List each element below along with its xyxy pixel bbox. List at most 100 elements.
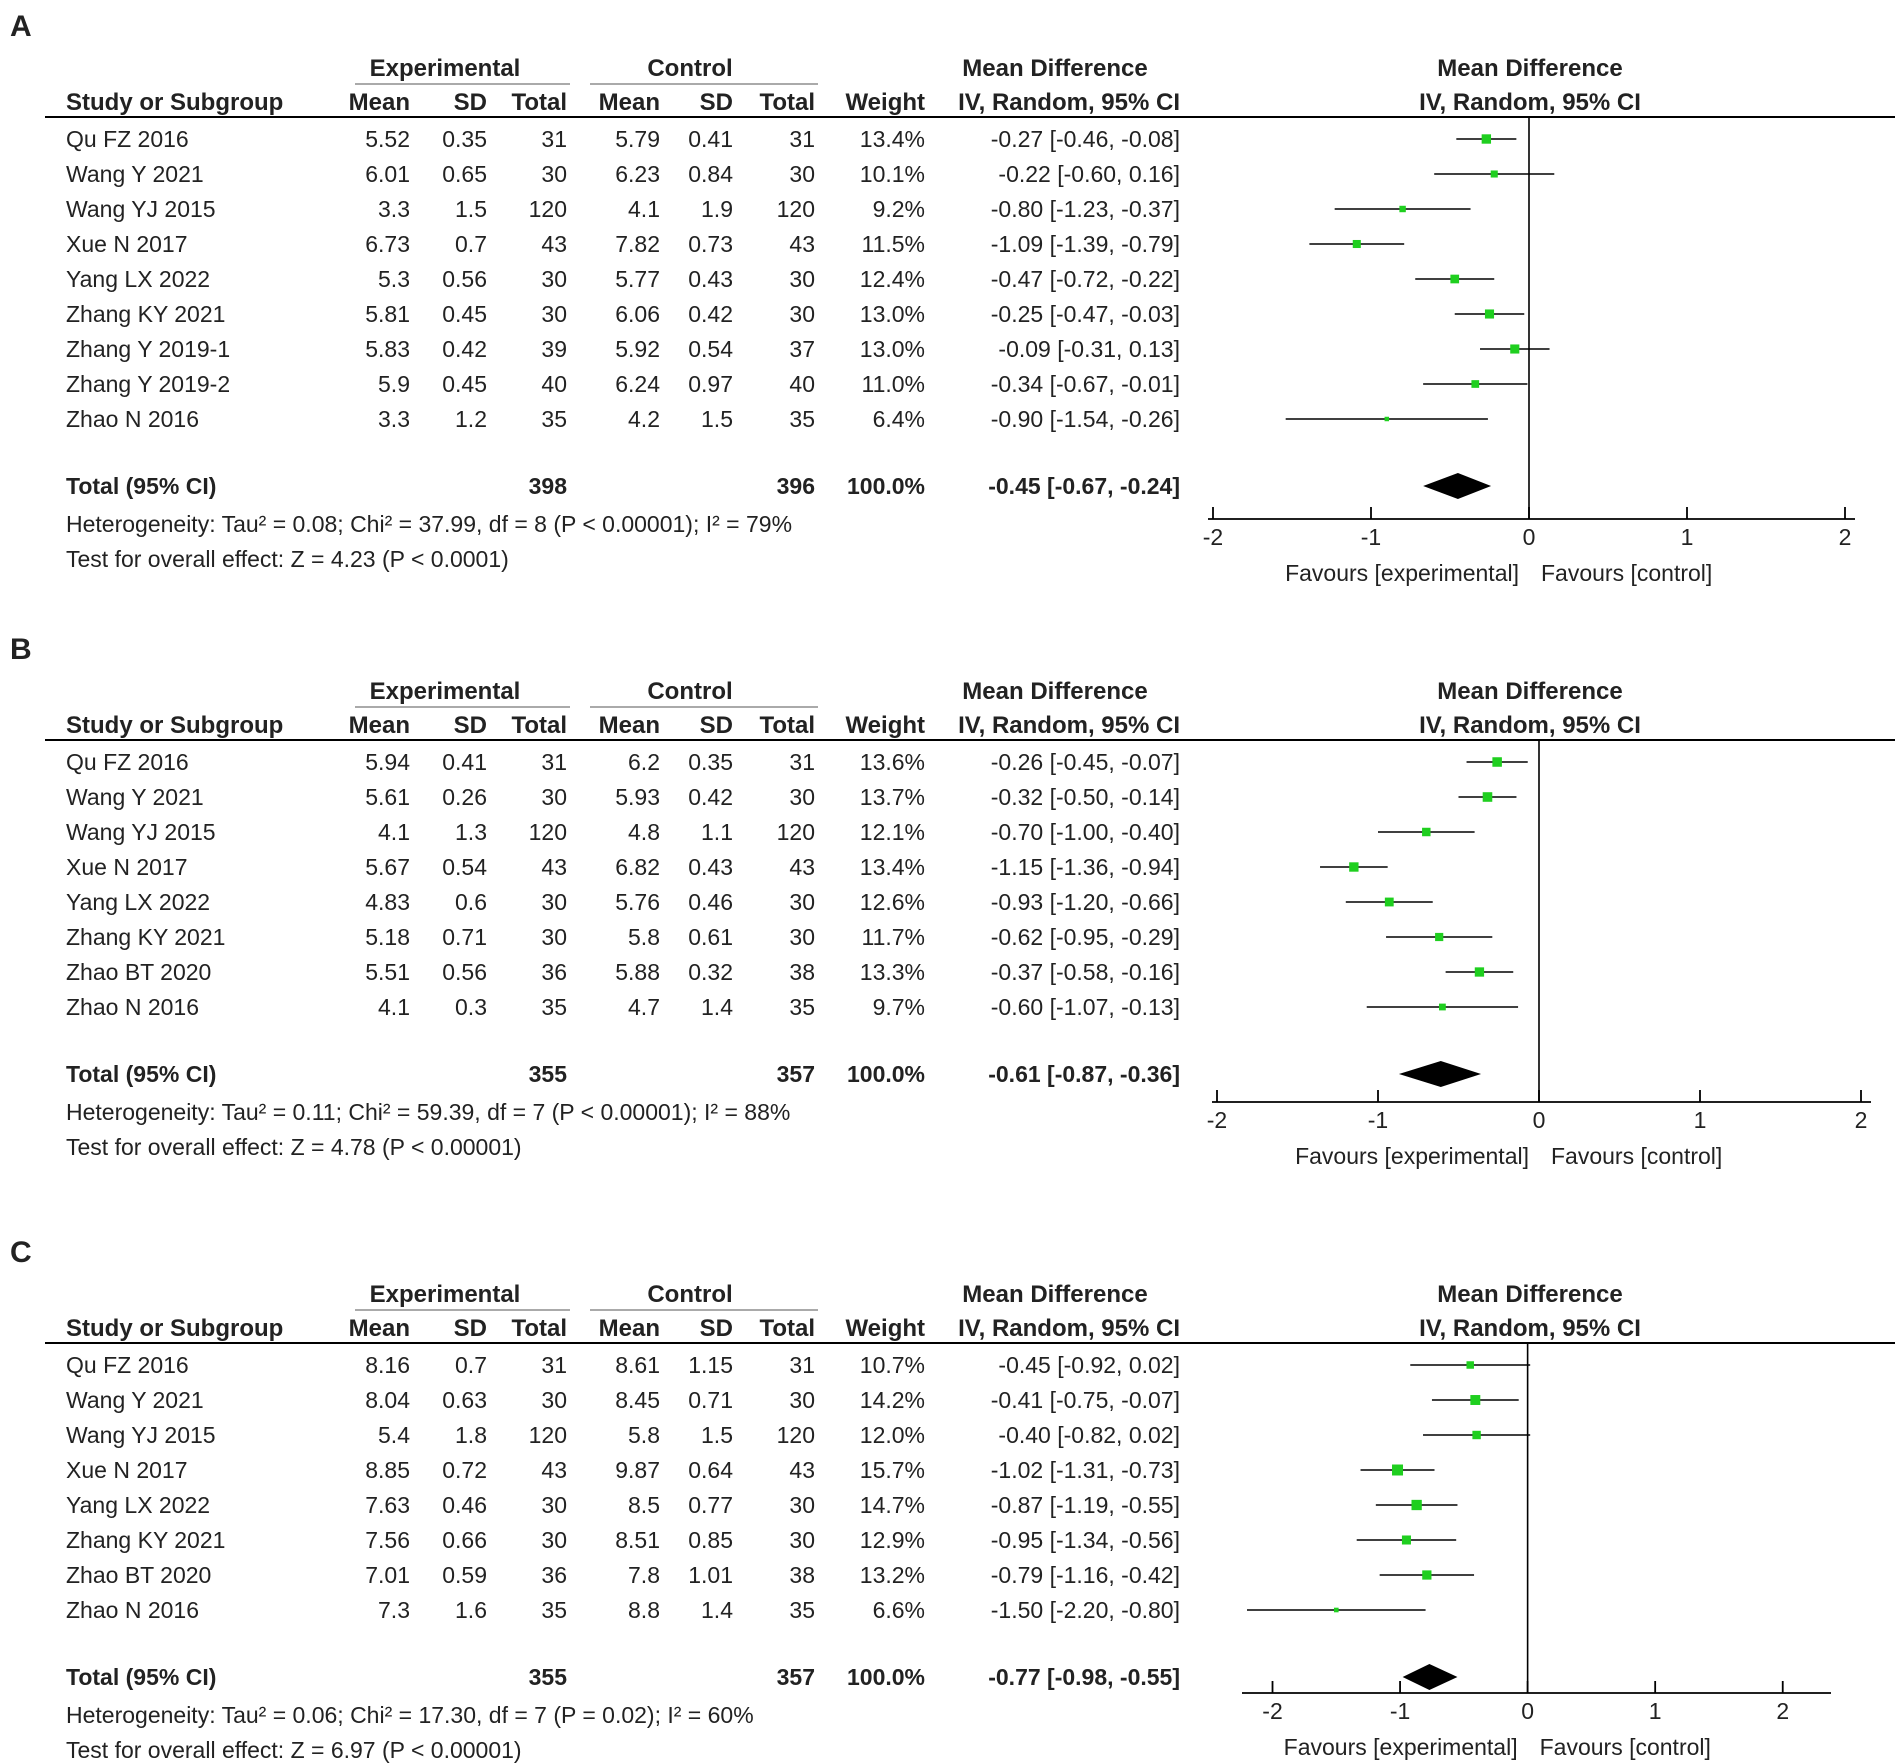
weight: 9.2% (873, 196, 925, 222)
column-header: IV, Random, 95% CI (958, 1315, 1180, 1342)
exp-sd: 0.63 (442, 1387, 487, 1413)
column-header: Mean (599, 1315, 660, 1342)
ctl-total: 37 (789, 336, 815, 362)
exp-total: 30 (541, 924, 567, 950)
total-exp: 398 (529, 473, 568, 499)
ctl-mean: 8.8 (628, 1597, 660, 1623)
x-tick-label: -1 (1390, 1698, 1410, 1724)
exp-mean: 4.1 (378, 994, 410, 1020)
exp-sd: 0.3 (455, 994, 487, 1020)
total-row: Total (95% CI) 355 357 100.0% -0.77 [-0.98, … (66, 1664, 1458, 1690)
ctl-mean: 9.87 (615, 1457, 660, 1483)
ctl-mean: 6.82 (615, 854, 660, 880)
exp-total: 43 (541, 854, 567, 880)
ctl-total: 43 (789, 854, 815, 880)
column-header: Weight (845, 89, 925, 116)
exp-sd: 0.6 (455, 889, 487, 915)
plot-subtitle: IV, Random, 95% CI (1419, 89, 1641, 116)
ctl-total: 30 (789, 1527, 815, 1553)
total-ci: -0.77 [-0.98, -0.55] (988, 1664, 1180, 1690)
ctl-mean: 8.45 (615, 1387, 660, 1413)
table-row: Zhang Y 2019-1 5.83 0.42 39 5.92 0.54 37 13.0% -… (66, 336, 1550, 362)
panel-label: A (10, 10, 32, 43)
column-header: SD (700, 712, 733, 739)
x-tick-label: 2 (1776, 1698, 1789, 1724)
study-name: Zhang Y 2019-2 (66, 371, 230, 397)
column-header: Total (511, 1315, 567, 1342)
exp-mean: 8.16 (365, 1352, 410, 1378)
exp-total: 30 (541, 266, 567, 292)
table-row: Zhang KY 2021 5.18 0.71 30 5.8 0.61 30 11.7% -0.… (66, 924, 1493, 950)
effect-marker (1422, 1570, 1432, 1580)
ctl-total: 38 (789, 1562, 815, 1588)
exp-sd: 1.8 (455, 1422, 487, 1448)
exp-total: 120 (529, 819, 567, 845)
weight: 13.3% (860, 959, 925, 985)
effect-marker (1349, 862, 1359, 872)
column-header: SD (454, 1315, 487, 1342)
column-header: Mean (349, 712, 410, 739)
ctl-mean: 5.77 (615, 266, 660, 292)
ctl-total: 31 (789, 1352, 815, 1378)
column-header: Mean (349, 89, 410, 116)
exp-sd: 1.2 (455, 406, 487, 432)
ctl-mean: 4.8 (628, 819, 660, 845)
study-name: Wang YJ 2015 (66, 196, 216, 222)
ctl-sd: 0.43 (688, 854, 733, 880)
weight: 14.7% (860, 1492, 925, 1518)
table-row: Zhao BT 2020 5.51 0.56 36 5.88 0.32 38 13.3% -0.… (66, 959, 1514, 985)
study-name: Xue N 2017 (66, 854, 187, 880)
ctl-total: 31 (789, 749, 815, 775)
column-header: SD (454, 712, 487, 739)
ci-text: -0.60 [-1.07, -0.13] (991, 994, 1180, 1020)
ctl-sd: 0.97 (688, 371, 733, 397)
x-tick-label: 1 (1694, 1107, 1707, 1133)
ci-text: -1.09 [-1.39, -0.79] (991, 231, 1180, 257)
ctl-mean: 6.24 (615, 371, 660, 397)
pooled-diamond (1402, 1664, 1458, 1690)
column-header: Total (511, 89, 567, 116)
plot-subtitle: IV, Random, 95% CI (1419, 712, 1641, 739)
exp-sd: 1.6 (455, 1597, 487, 1623)
study-name: Wang YJ 2015 (66, 1422, 216, 1448)
ctl-sd: 1.15 (688, 1352, 733, 1378)
ctl-sd: 0.64 (688, 1457, 733, 1483)
table-row: Wang Y 2021 5.61 0.26 30 5.93 0.42 30 13.7% -0.3… (66, 784, 1517, 810)
weight: 13.0% (860, 301, 925, 327)
exp-mean: 5.18 (365, 924, 410, 950)
exp-mean: 3.3 (378, 196, 410, 222)
x-tick-label: -1 (1361, 524, 1381, 550)
ctl-mean: 5.76 (615, 889, 660, 915)
column-header: IV, Random, 95% CI (958, 89, 1180, 116)
ci-text: -0.22 [-0.60, 0.16] (998, 161, 1180, 187)
plot-title: Mean Difference (1437, 678, 1622, 705)
ctl-total: 30 (789, 161, 815, 187)
exp-mean: 7.63 (365, 1492, 410, 1518)
ctl-sd: 1.9 (701, 196, 733, 222)
ctl-total: 35 (789, 994, 815, 1020)
weight: 12.6% (860, 889, 925, 915)
exp-total: 36 (541, 959, 567, 985)
column-header: Total (759, 89, 815, 116)
ctl-total: 38 (789, 959, 815, 985)
weight: 13.0% (860, 336, 925, 362)
exp-sd: 0.46 (442, 1492, 487, 1518)
ctl-sd: 1.5 (701, 406, 733, 432)
effect-marker (1482, 792, 1493, 802)
study-name: Zhao N 2016 (66, 1597, 199, 1623)
heterogeneity-text: Heterogeneity: Tau² = 0.06; Chi² = 17.30… (66, 1702, 754, 1728)
ci-text: -0.47 [-0.72, -0.22] (991, 266, 1180, 292)
ci-text: -0.80 [-1.23, -0.37] (991, 196, 1180, 222)
ctl-mean: 5.88 (615, 959, 660, 985)
ctl-total: 31 (789, 126, 815, 152)
weight: 13.6% (860, 749, 925, 775)
effect-marker (1435, 932, 1444, 942)
study-name: Xue N 2017 (66, 231, 187, 257)
table-row: Zhao N 2016 7.3 1.6 35 8.8 1.4 35 6.6% -1.50 [-2… (66, 1597, 1426, 1623)
table-row: Wang YJ 2015 4.1 1.3 120 4.8 1.1 120 12.1% -0.70… (66, 819, 1475, 845)
x-tick-label: 2 (1855, 1107, 1868, 1133)
x-tick-label: -2 (1203, 524, 1223, 550)
total-exp: 355 (529, 1664, 568, 1690)
header-control: Control (647, 1281, 732, 1308)
